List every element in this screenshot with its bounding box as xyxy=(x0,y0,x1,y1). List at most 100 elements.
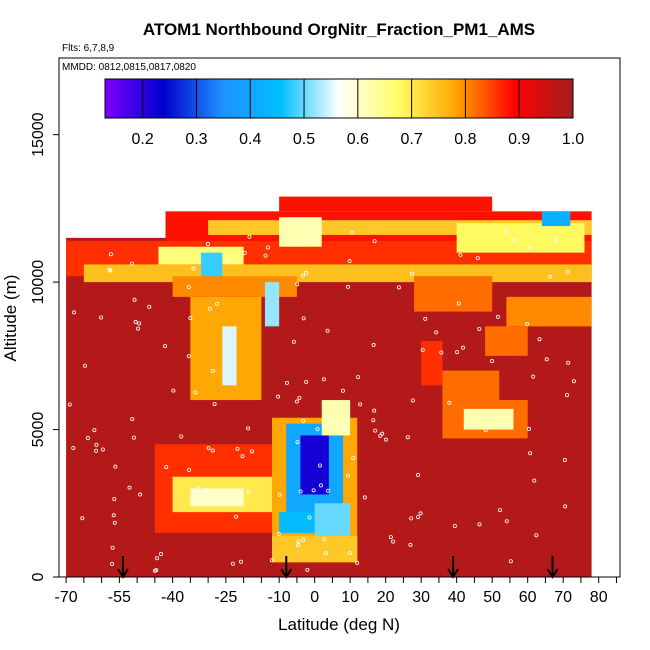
measurement-point xyxy=(162,344,167,349)
measurement-point xyxy=(212,402,217,407)
measurement-point xyxy=(415,515,420,520)
heatmap-cell xyxy=(506,296,592,327)
measurement-point xyxy=(110,561,115,566)
heatmap-cell xyxy=(463,408,514,430)
x-tick-label: -10 xyxy=(268,589,291,606)
measurement-point xyxy=(296,539,301,544)
colorbar-tick-label: 0.2 xyxy=(132,131,154,148)
colorbar-tick-label: 0.6 xyxy=(347,131,369,148)
measurement-point xyxy=(350,230,355,235)
measurement-point xyxy=(246,489,251,494)
colorbar-tick-label: 0.8 xyxy=(454,131,476,148)
measurement-point xyxy=(164,465,169,470)
heatmap-cell xyxy=(190,488,244,507)
measurement-point xyxy=(321,377,326,382)
measurement-point xyxy=(452,524,457,529)
measurement-point xyxy=(242,250,247,255)
heatmap-cell xyxy=(201,252,223,283)
measurement-point xyxy=(325,328,330,333)
measurement-point xyxy=(85,436,90,441)
measurement-point xyxy=(554,237,559,242)
measurement-point xyxy=(415,473,420,478)
measurement-point xyxy=(100,447,105,452)
measurement-point xyxy=(323,551,328,556)
measurement-point xyxy=(247,234,252,239)
measurement-point xyxy=(235,446,240,451)
measurement-point xyxy=(72,310,77,315)
heatmap-cell xyxy=(414,276,493,312)
measurement-point xyxy=(461,345,466,350)
measurement-point xyxy=(475,256,480,261)
measurement-point xyxy=(358,402,363,407)
measurement-point xyxy=(439,350,444,355)
measurement-point xyxy=(483,428,488,433)
measurement-point xyxy=(307,515,312,520)
measurement-point xyxy=(396,285,401,290)
x-axis: -70 -55 -40 -25 -10 0 10 20 30 40 50 60 70 80 xyxy=(55,577,617,606)
measurement-point xyxy=(305,238,310,243)
measurement-point xyxy=(456,301,461,306)
measurement-point xyxy=(269,558,274,563)
measurement-point xyxy=(371,343,376,348)
measurement-point xyxy=(188,315,193,320)
measurement-point xyxy=(383,437,388,442)
measurement-point xyxy=(503,228,508,233)
measurement-point xyxy=(526,426,531,431)
chart-title: ATOM1 Northbound OrgNitr_Fraction_PM1_AM… xyxy=(143,20,535,39)
x-axis-label: Latitude (deg N) xyxy=(278,615,400,634)
measurement-point xyxy=(294,399,299,404)
measurement-point xyxy=(571,379,576,384)
measurement-point xyxy=(246,426,251,431)
measurement-point xyxy=(284,380,289,385)
measurement-point xyxy=(71,446,76,451)
measurement-point xyxy=(318,483,323,488)
measurement-point xyxy=(418,511,423,516)
heatmap-cell xyxy=(321,400,351,436)
measurement-point xyxy=(263,253,268,258)
measurement-point xyxy=(204,488,209,493)
measurement-point xyxy=(455,350,460,355)
heatmap-cell xyxy=(456,223,585,253)
x-tick-label: -55 xyxy=(108,589,131,606)
measurement-point xyxy=(210,448,215,453)
measurement-point xyxy=(447,400,452,405)
measurement-point xyxy=(372,408,377,413)
measurement-point xyxy=(351,456,356,461)
measurement-point xyxy=(138,492,143,497)
y-axis-label: Altitude (m) xyxy=(1,275,20,362)
measurement-point xyxy=(340,388,345,393)
measurement-point xyxy=(110,545,115,550)
measurement-point xyxy=(191,266,196,271)
measurement-point xyxy=(373,428,378,433)
measurement-point xyxy=(328,417,333,422)
measurement-point xyxy=(127,485,132,490)
colorbar: 0.2 0.3 0.4 0.5 0.6 0.7 0.8 0.9 1.0 xyxy=(104,78,584,148)
measurement-point xyxy=(326,488,331,493)
measurement-point xyxy=(304,379,309,384)
measurement-point xyxy=(67,402,72,407)
measurement-point xyxy=(234,514,239,519)
measurement-point xyxy=(562,457,567,462)
x-tick-label: 10 xyxy=(341,589,359,606)
measurement-point xyxy=(537,337,542,342)
colorbar-tick-label: 0.9 xyxy=(508,131,530,148)
flight-arrows xyxy=(117,556,559,579)
heatmap-cell xyxy=(300,435,329,495)
measurement-point xyxy=(301,316,306,321)
measurement-point xyxy=(304,270,309,275)
measurement-point xyxy=(276,531,281,536)
heatmap-cell xyxy=(272,535,358,563)
measurement-point xyxy=(230,561,235,566)
measurement-point xyxy=(508,559,513,564)
measurement-point xyxy=(298,489,303,494)
measurement-point xyxy=(566,360,571,365)
measurement-point xyxy=(525,322,530,327)
measurement-point xyxy=(531,374,536,379)
y-tick-label: 5000 xyxy=(30,412,47,448)
measurement-point xyxy=(210,368,215,373)
measurement-point xyxy=(82,363,87,368)
measurement-point xyxy=(305,567,310,572)
measurement-point xyxy=(158,551,163,556)
measurement-point xyxy=(405,435,410,440)
measurement-point xyxy=(107,267,112,272)
